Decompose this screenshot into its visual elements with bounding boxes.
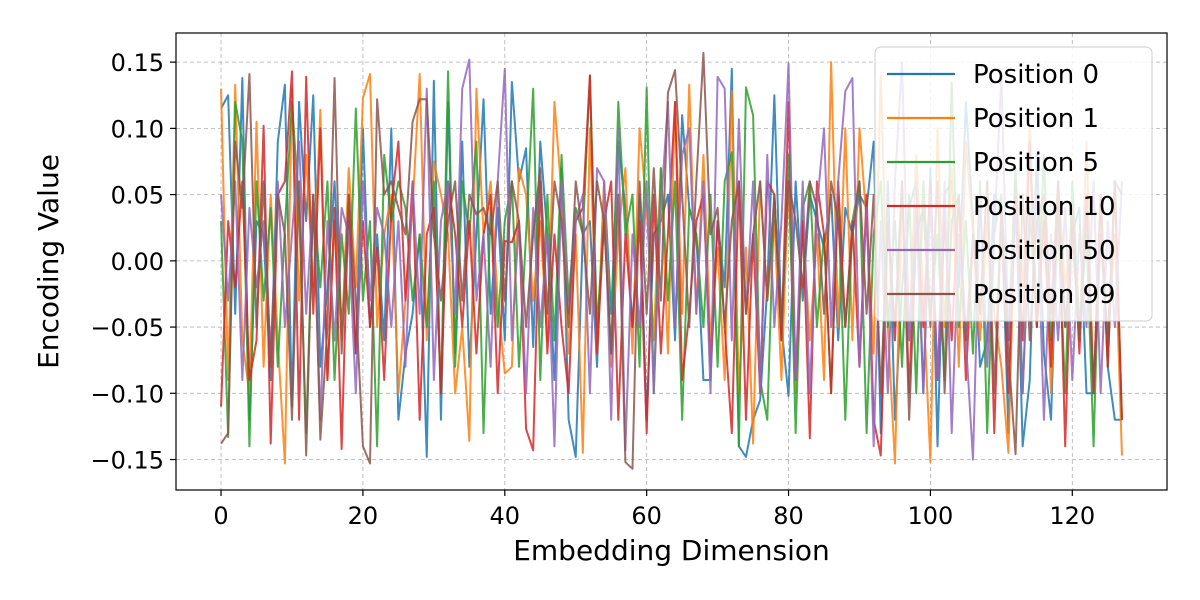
y-axis-label: Encoding Value [32,154,65,369]
legend-label: Position 0 [973,60,1099,90]
plot-frame [175,32,1168,491]
y-tick-label: 0.00 [111,248,164,276]
x-tick-label: 60 [631,502,662,530]
y-tick-label: 0.10 [111,115,164,143]
y-tick-label: 0.05 [111,182,164,210]
legend-label: Position 50 [973,236,1116,266]
x-tick-label: 80 [773,502,804,530]
x-tick-label: 120 [1049,502,1095,530]
legend-label: Position 10 [973,192,1116,222]
legend-box [874,46,1153,322]
x-tick-label: 20 [348,502,379,530]
x-tick-label: 0 [213,502,228,530]
y-tick-label: 0.15 [111,49,164,77]
y-tick-label: −0.05 [90,314,164,342]
legend: Position 0 Position 1 Position 5 Position 1… [874,46,1153,322]
x-tick-label: 40 [490,502,521,530]
legend-label: Position 99 [973,280,1116,310]
y-axis-ticks: −0.15 −0.10 −0.05 0.00 0.05 0.10 0.15 [90,49,176,475]
legend-label: Position 1 [973,104,1099,134]
y-tick-label: −0.10 [90,380,164,408]
legend-label: Position 5 [973,148,1099,178]
y-tick-label: −0.15 [90,447,164,475]
x-axis-label: Embedding Dimension [513,534,830,567]
series-line-position-50 [220,58,1123,461]
x-axis-ticks: 0 20 40 60 80 100 120 [213,490,1095,530]
x-tick-label: 100 [908,502,954,530]
